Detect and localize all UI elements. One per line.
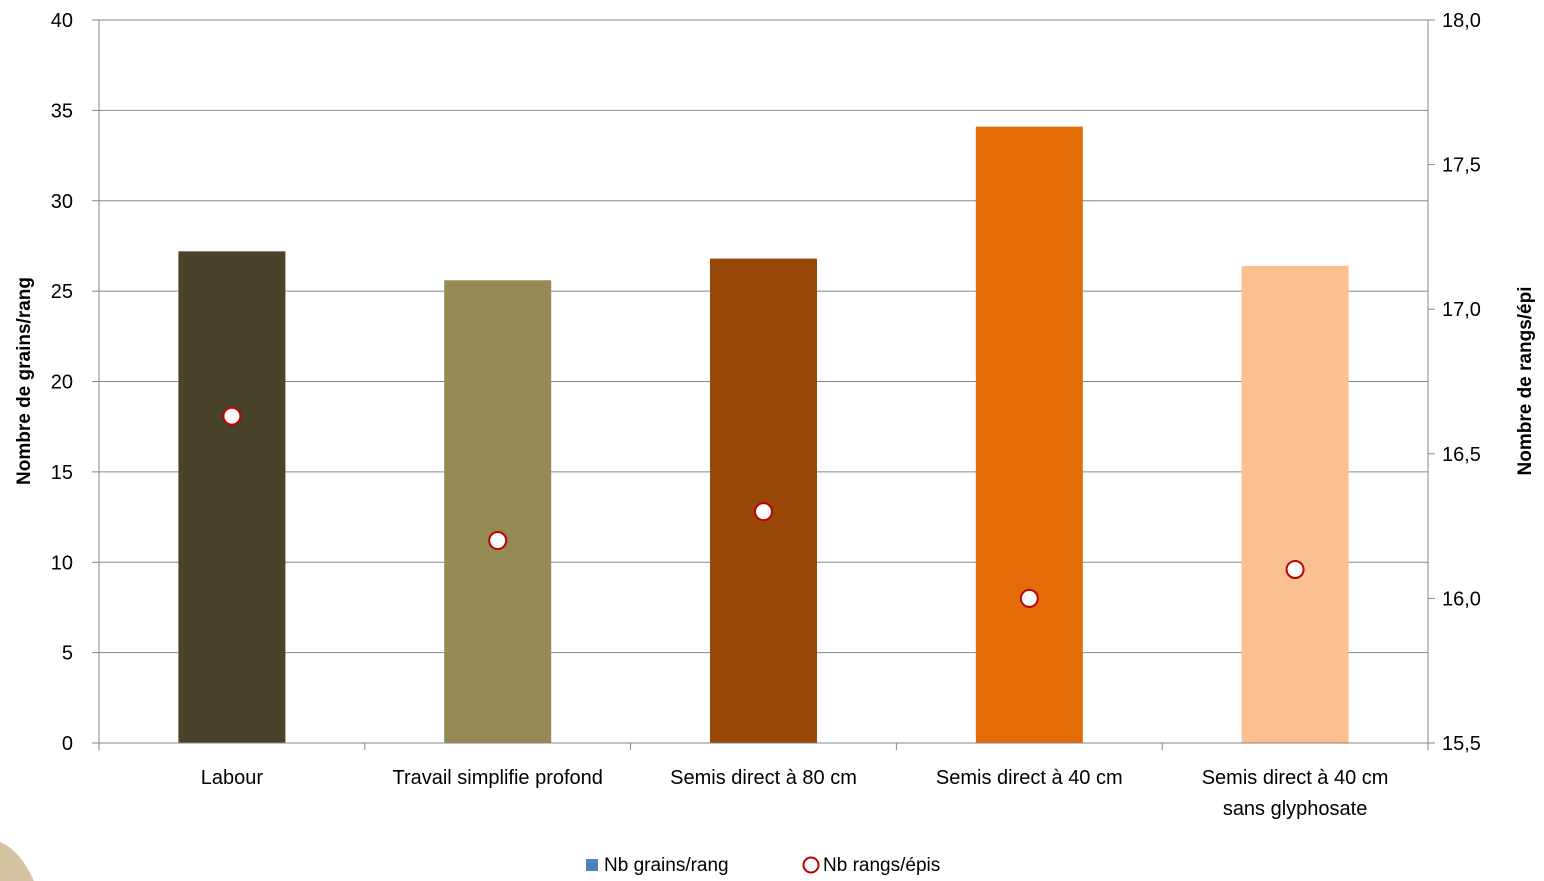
legend-label-marker: Nb rangs/épis (823, 855, 940, 876)
left-axis-tick-label: 25 (51, 281, 73, 303)
right-axis-tick-label: 17,0 (1442, 299, 1481, 321)
bar (178, 251, 286, 744)
left-axis-tick-label: 0 (62, 733, 73, 755)
legend-swatch-marker (802, 856, 820, 874)
marker-point (1285, 559, 1305, 579)
marker-point (754, 502, 773, 522)
left-axis-title: Nombre de grains/rang (14, 277, 35, 485)
left-axis-tick-label: 30 (51, 191, 73, 213)
marker-point (222, 406, 242, 426)
marker-point (1019, 588, 1039, 608)
left-axis-tick-label: 35 (51, 100, 73, 122)
category-labels: Labour Travail simplifie profond Semis dir… (201, 767, 1389, 820)
legend-swatch-bar (586, 859, 598, 871)
category-label: Semis direct à 80 cm (670, 767, 857, 789)
right-axis-tick-label: 15,5 (1442, 733, 1481, 755)
category-label: Labour (201, 767, 264, 789)
left-axis-tick-label: 15 (51, 462, 73, 484)
right-axis-tick-label: 18,0 (1442, 10, 1481, 32)
axes (92, 19, 1435, 750)
left-axis-tick-label: 20 (51, 372, 73, 394)
right-axis-tick-label: 17,5 (1442, 155, 1481, 177)
bar (444, 280, 552, 743)
marker-point (488, 531, 508, 551)
left-axis-tick-label: 10 (51, 552, 73, 574)
bar-series (178, 126, 1349, 744)
bar (1241, 265, 1349, 743)
right-axis-tick-labels: 15,5 16,0 16,5 17,0 17,5 18,0 (1442, 10, 1481, 755)
category-label: Travail simplifie profond (392, 767, 602, 789)
decorative-corner (0, 842, 34, 881)
left-axis-tick-labels: 0 5 10 15 20 25 30 35 40 (51, 10, 73, 755)
legend-label-bar: Nb grains/rang (604, 855, 729, 876)
bar (975, 126, 1083, 743)
right-axis-tick-label: 16,0 (1442, 588, 1481, 610)
category-label: Semis direct à 40 cm (1202, 767, 1389, 789)
bar (710, 258, 817, 743)
marker-series (222, 406, 1305, 608)
category-label: Semis direct à 40 cm (936, 767, 1123, 789)
category-label: sans glyphosate (1223, 798, 1368, 820)
right-axis-tick-label: 16,5 (1442, 444, 1481, 466)
left-axis-tick-label: 5 (62, 643, 73, 665)
left-axis-tick-label: 40 (51, 10, 73, 32)
legend: Nb grains/rang Nb rangs/épis (586, 855, 940, 876)
right-axis-title: Nombre de rangs/épi (1515, 287, 1536, 476)
